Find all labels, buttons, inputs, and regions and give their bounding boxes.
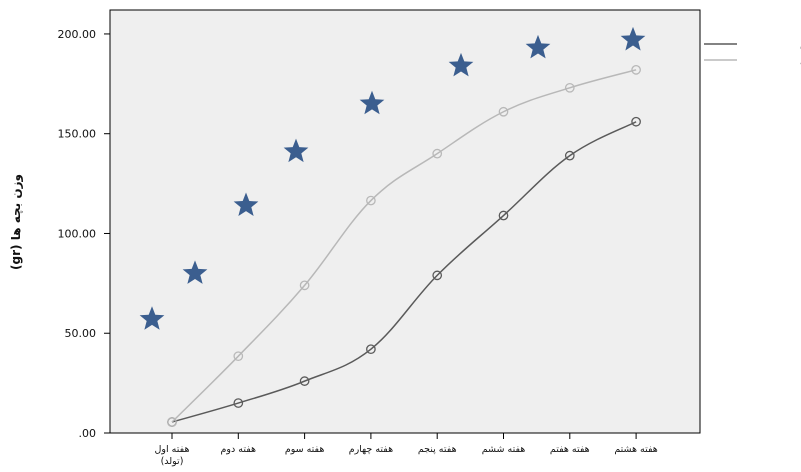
- data-point: [233, 351, 244, 362]
- y-tick-label: 100.00: [58, 227, 97, 240]
- series-line: [171, 121, 637, 423]
- series-group: [167, 116, 641, 427]
- star-marker: [283, 138, 309, 163]
- data-point: [498, 106, 509, 117]
- y-tick-label: 50.00: [65, 327, 97, 340]
- data-point: [366, 195, 376, 206]
- y-tick-label: .00: [79, 427, 97, 440]
- y-axis: .00 50.00 100.00 150.00 200.00: [58, 28, 110, 440]
- data-point: [432, 148, 443, 159]
- data-point: [631, 116, 641, 127]
- x-category-label: هفته پنجم: [418, 444, 457, 455]
- x-category-label: هفته هفتم: [550, 444, 590, 455]
- data-point: [631, 65, 641, 75]
- x-category-label: هفته هشتم: [614, 444, 657, 455]
- x-category-label: هفته سوم: [285, 444, 325, 455]
- data-point: [366, 344, 376, 355]
- data-point: [299, 280, 310, 291]
- series-layer: [167, 65, 641, 427]
- data-point: [432, 270, 443, 281]
- data-point: [564, 150, 575, 161]
- y-tick-label: 150.00: [58, 128, 97, 141]
- star-marker: [620, 26, 646, 51]
- star-marker: [525, 34, 551, 59]
- x-category-label: هفته اول (تولد): [155, 444, 190, 467]
- star-marker: [359, 90, 385, 115]
- y-tick-label: 200.00: [58, 28, 97, 41]
- y-axis-label: وزن بچه ها (gr): [9, 174, 24, 270]
- data-point: [299, 376, 310, 386]
- x-axis: هفته اول (تولد) هفته دوم هفته سوم هفته چهارم…: [155, 433, 658, 467]
- data-point: [167, 417, 177, 427]
- x-category-label: هفته دوم: [221, 444, 257, 455]
- annotation-layer: [139, 26, 646, 330]
- data-point: [498, 210, 509, 221]
- data-point: [564, 82, 575, 93]
- star-marker: [182, 260, 208, 284]
- series-group: [167, 65, 641, 427]
- star-marker: [448, 52, 474, 77]
- series-line: [171, 69, 637, 423]
- legend: گروه تمرینگروه کنترل: [704, 39, 801, 67]
- data-point: [233, 398, 244, 408]
- x-category-label: هفته چهارم: [349, 444, 393, 455]
- x-category-label: هفته ششم: [482, 444, 526, 455]
- star-marker: [139, 306, 165, 330]
- plot-area: [109, 9, 701, 434]
- star-marker: [233, 192, 259, 217]
